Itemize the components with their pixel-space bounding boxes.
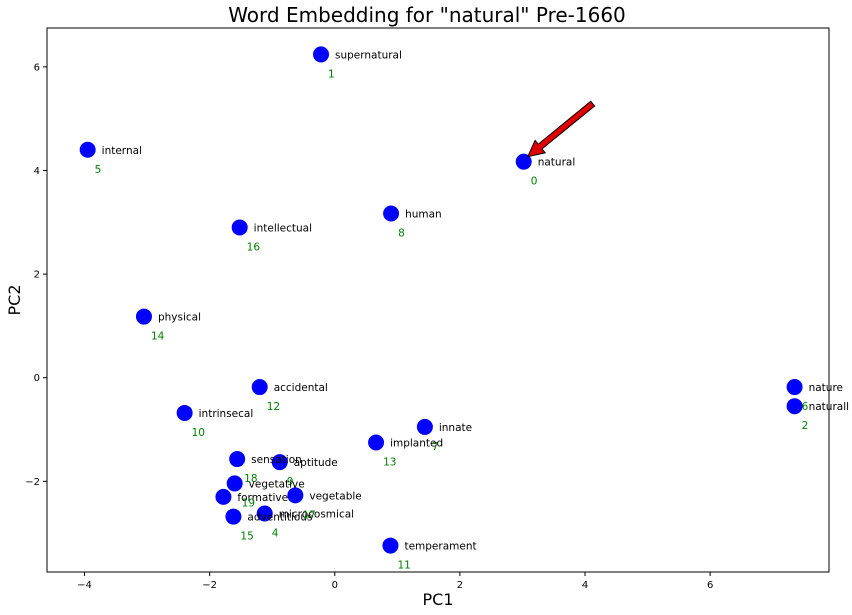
point-index: 17 bbox=[302, 509, 315, 521]
point-marker bbox=[251, 379, 268, 396]
point-label: natural bbox=[538, 157, 576, 169]
point-index: 6 bbox=[802, 401, 809, 413]
point-marker bbox=[231, 219, 248, 236]
point-label: microcosmical bbox=[279, 508, 354, 520]
point-index: 11 bbox=[397, 560, 410, 572]
arrow-layer bbox=[526, 100, 596, 158]
point-marker bbox=[225, 508, 242, 525]
point-label: aptitude bbox=[294, 457, 338, 469]
y-tick-label: −2 bbox=[25, 477, 40, 488]
point-index: 2 bbox=[802, 420, 809, 432]
x-tick-label: 0 bbox=[332, 580, 338, 591]
point-marker bbox=[515, 153, 532, 170]
point-marker bbox=[135, 308, 152, 325]
point-label: implanted bbox=[390, 437, 443, 449]
point-label: innate bbox=[439, 422, 472, 434]
point-index: 7 bbox=[432, 441, 439, 453]
x-axis-label: PC1 bbox=[423, 590, 454, 609]
y-tick-label: 6 bbox=[34, 62, 40, 73]
point-label: supernatural bbox=[335, 49, 402, 61]
point-index: 15 bbox=[240, 531, 253, 543]
x-tick-label: −4 bbox=[77, 580, 92, 591]
chart-title: Word Embedding for "natural" Pre-1660 bbox=[228, 3, 626, 27]
point-label: human bbox=[405, 208, 442, 220]
point-marker bbox=[382, 537, 399, 554]
point-label: adventitious bbox=[247, 512, 312, 524]
point-label: internal bbox=[102, 145, 142, 157]
highlight-arrow bbox=[526, 100, 596, 158]
point-index: 14 bbox=[151, 331, 165, 343]
point-marker bbox=[383, 205, 400, 222]
x-tick-label: 2 bbox=[457, 580, 463, 591]
point-index: 16 bbox=[247, 241, 261, 253]
point-index: 0 bbox=[531, 176, 538, 188]
point-label: sensation bbox=[251, 454, 302, 466]
point-label: nature bbox=[809, 382, 843, 394]
point-marker bbox=[176, 404, 193, 421]
point-index: 5 bbox=[95, 164, 102, 176]
point-label: intellectual bbox=[254, 222, 312, 234]
plot-area bbox=[46, 27, 830, 573]
point-marker bbox=[215, 488, 232, 505]
point-marker bbox=[79, 141, 96, 158]
x-tick-label: 4 bbox=[582, 580, 588, 591]
point-label: accidental bbox=[274, 382, 328, 394]
point-marker bbox=[271, 454, 288, 471]
x-axis: −4 −2 0 2 4 6 bbox=[77, 572, 713, 591]
point-marker bbox=[786, 379, 803, 396]
x-tick-label: −2 bbox=[202, 580, 217, 591]
point-label: vegetable bbox=[309, 490, 361, 502]
data-layer: natural0supernatural1naturall2formative3… bbox=[79, 46, 849, 572]
point-index: 12 bbox=[267, 401, 280, 413]
y-tick-label: 2 bbox=[34, 270, 40, 281]
point-index: 1 bbox=[328, 68, 335, 80]
point-marker bbox=[256, 505, 273, 522]
y-axis: −2 0 2 4 6 bbox=[25, 62, 47, 488]
point-marker bbox=[287, 487, 304, 504]
point-marker bbox=[313, 46, 330, 63]
point-marker bbox=[416, 418, 433, 435]
point-label: vegetative bbox=[249, 478, 305, 490]
point-label: formative bbox=[237, 492, 288, 504]
point-marker bbox=[226, 475, 243, 492]
point-label: physical bbox=[158, 312, 201, 324]
point-index: 10 bbox=[192, 427, 205, 439]
point-index: 19 bbox=[242, 497, 255, 509]
x-tick-label: 6 bbox=[707, 580, 713, 591]
point-index: 18 bbox=[244, 473, 257, 485]
point-index: 13 bbox=[383, 456, 396, 468]
point-index: 8 bbox=[398, 227, 405, 239]
point-marker bbox=[786, 398, 803, 415]
point-marker bbox=[368, 434, 385, 451]
point-label: temperament bbox=[404, 541, 476, 553]
point-index: 9 bbox=[287, 476, 294, 488]
y-tick-label: 0 bbox=[34, 373, 40, 384]
point-label: intrinsecal bbox=[199, 408, 254, 420]
y-axis-label: PC2 bbox=[5, 285, 24, 316]
point-marker bbox=[229, 451, 246, 468]
y-tick-label: 4 bbox=[34, 166, 40, 177]
point-index: 4 bbox=[272, 527, 279, 539]
